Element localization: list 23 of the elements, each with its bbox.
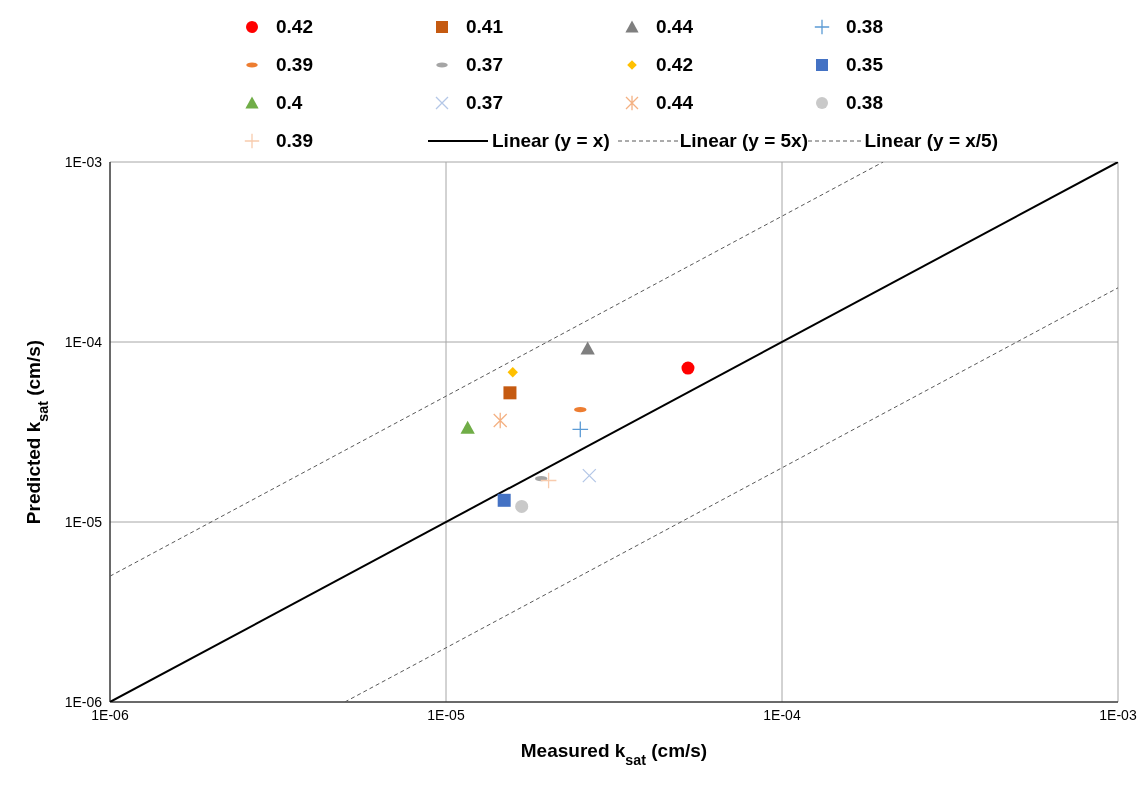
y-tick-label: 1E-03 [64, 153, 103, 170]
legend-label: 0.39 [276, 54, 313, 76]
legend-label: 0.42 [276, 16, 313, 38]
legend-label: 0.41 [466, 16, 503, 38]
legend-label: 0.37 [466, 54, 503, 76]
legend-label: Linear (y = x) [492, 130, 610, 152]
legend-label: 0.39 [276, 130, 313, 152]
x-tick-label: 1E-03 [1099, 706, 1137, 723]
legend-label: 0.37 [466, 92, 503, 114]
legend-label: Linear (y = 5x) [679, 130, 808, 152]
y-tick-label: 1E-05 [64, 513, 103, 530]
legend-label: 0.44 [656, 92, 693, 114]
legend-label: Linear (y = x/5) [864, 130, 998, 152]
x-axis-title: Measured k$_{sat}$ (cm/s) [520, 740, 708, 768]
x-tick-label: 1E-04 [763, 706, 801, 723]
legend-label: 0.38 [846, 16, 883, 38]
legend-label: 0.44 [656, 16, 693, 38]
y-tick-label: 1E-04 [64, 333, 103, 350]
x-tick-label: 1E-05 [427, 706, 465, 723]
legend-label: 0.38 [846, 92, 883, 114]
legend-label: 0.42 [656, 54, 693, 76]
legend-label: 0.4 [276, 92, 303, 114]
legend-label: 0.35 [846, 54, 883, 76]
